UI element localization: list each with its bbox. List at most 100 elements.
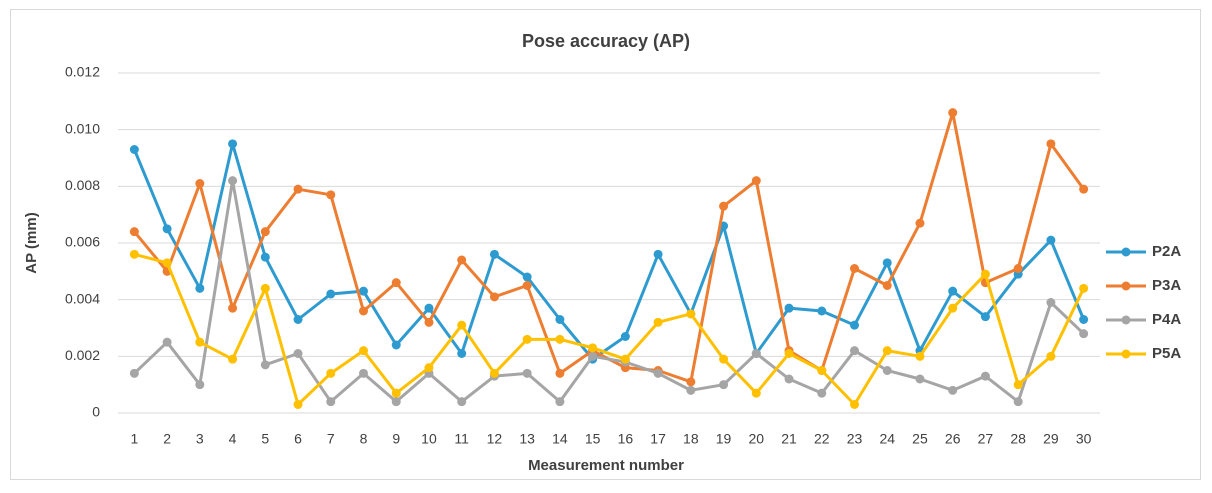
data-point	[850, 346, 859, 356]
data-point	[1013, 397, 1023, 407]
x-tick-label: 12	[487, 431, 503, 447]
chart-title: Pose accuracy (AP)	[522, 31, 690, 51]
data-point	[326, 397, 336, 407]
data-point	[129, 227, 139, 237]
data-point	[228, 176, 238, 186]
x-tick-label: 9	[392, 431, 400, 447]
data-point	[129, 145, 139, 154]
legend-label: P4A	[1152, 311, 1181, 328]
data-point	[850, 320, 859, 330]
data-point	[620, 332, 630, 341]
data-point	[653, 317, 663, 327]
data-point	[555, 368, 565, 378]
data-point	[882, 258, 892, 268]
data-point	[817, 306, 827, 316]
y-tick-label: 0.004	[65, 290, 100, 306]
x-tick-label: 18	[683, 431, 699, 447]
data-point	[260, 360, 270, 370]
data-point	[882, 346, 892, 356]
legend-marker	[1121, 349, 1131, 359]
data-point	[359, 368, 368, 378]
data-point	[457, 397, 467, 407]
data-point	[195, 337, 205, 347]
data-point	[850, 400, 859, 409]
data-point	[1013, 264, 1023, 273]
data-point	[980, 371, 990, 381]
data-point	[1046, 235, 1056, 245]
x-tick-label: 3	[196, 431, 204, 447]
x-tick-label: 8	[360, 431, 368, 447]
data-point	[457, 255, 467, 265]
data-point	[751, 388, 761, 398]
data-point	[391, 397, 401, 407]
data-point	[719, 354, 729, 364]
data-point	[850, 264, 859, 273]
data-point	[555, 334, 565, 344]
data-point	[457, 320, 467, 330]
data-point	[195, 179, 205, 188]
data-point	[1079, 315, 1089, 324]
data-point	[784, 374, 794, 384]
data-point	[751, 349, 761, 358]
data-point	[784, 349, 794, 358]
y-tick-label: 0.010	[65, 120, 100, 136]
x-tick-label: 21	[781, 431, 797, 447]
data-point	[588, 351, 598, 361]
chart-frame	[10, 9, 1201, 480]
x-tick-label: 25	[912, 431, 928, 447]
data-point	[1046, 139, 1056, 149]
data-point	[980, 269, 990, 279]
data-point	[784, 303, 794, 313]
legend-label: P3A	[1152, 277, 1181, 294]
x-tick-label: 15	[585, 431, 601, 447]
x-tick-label: 28	[1010, 431, 1026, 447]
data-point	[653, 368, 663, 378]
data-point	[948, 108, 958, 118]
data-point	[293, 184, 303, 194]
data-point	[424, 303, 434, 313]
data-point	[588, 343, 598, 353]
x-tick-label: 7	[327, 431, 335, 447]
data-point	[228, 303, 238, 313]
data-point	[686, 309, 696, 319]
data-point	[882, 281, 892, 290]
x-tick-label: 13	[519, 431, 535, 447]
data-point	[293, 349, 303, 358]
x-tick-label: 2	[163, 431, 171, 447]
y-axis-label: AP (mm)	[23, 212, 40, 273]
data-point	[915, 374, 925, 384]
data-point	[162, 337, 172, 347]
x-tick-label: 14	[552, 431, 568, 447]
x-tick-label: 24	[879, 431, 895, 447]
data-point	[1079, 283, 1089, 293]
data-point	[129, 368, 139, 378]
x-tick-label: 27	[978, 431, 994, 447]
x-tick-label: 6	[294, 431, 302, 447]
data-point	[1013, 380, 1023, 390]
data-point	[260, 227, 270, 237]
data-point	[424, 363, 434, 373]
x-tick-label: 11	[454, 431, 469, 447]
data-point	[424, 317, 434, 327]
data-point	[522, 281, 532, 290]
data-point	[1079, 184, 1089, 194]
data-point	[162, 224, 172, 234]
data-point	[457, 349, 467, 358]
x-tick-label: 20	[749, 431, 765, 447]
x-tick-label: 26	[945, 431, 961, 447]
data-point	[228, 139, 238, 149]
x-tick-label: 17	[650, 431, 666, 447]
y-tick-label: 0.008	[65, 177, 100, 193]
data-point	[653, 249, 663, 259]
data-point	[882, 366, 892, 375]
x-tick-label: 30	[1076, 431, 1092, 447]
data-point	[195, 380, 205, 390]
data-point	[489, 249, 499, 259]
x-axis-label: Measurement number	[528, 457, 684, 474]
data-point	[129, 249, 139, 259]
data-point	[948, 303, 958, 313]
data-point	[751, 176, 761, 186]
data-point	[228, 354, 238, 364]
data-point	[915, 351, 925, 361]
